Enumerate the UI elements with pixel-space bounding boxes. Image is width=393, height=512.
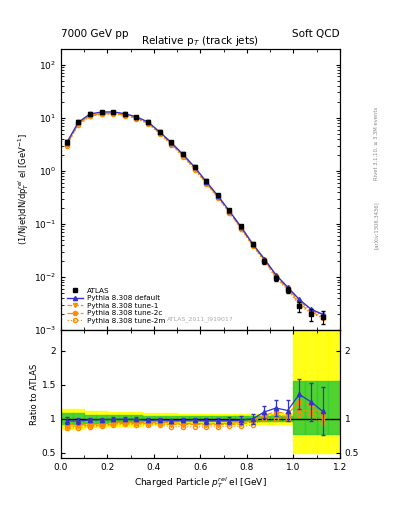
Text: ATLAS_2011_I919017: ATLAS_2011_I919017 (167, 316, 234, 322)
Y-axis label: Ratio to ATLAS: Ratio to ATLAS (30, 364, 39, 425)
Legend: ATLAS, Pythia 8.308 default, Pythia 8.308 tune-1, Pythia 8.308 tune-2c, Pythia 8: ATLAS, Pythia 8.308 default, Pythia 8.30… (64, 285, 168, 327)
Text: Rivet 3.1.10, ≥ 3.3M events: Rivet 3.1.10, ≥ 3.3M events (374, 106, 379, 180)
Title: Relative p$_{T}$ (track jets): Relative p$_{T}$ (track jets) (141, 34, 259, 49)
Text: Soft QCD: Soft QCD (292, 29, 340, 39)
Text: [arXiv:1306.3436]: [arXiv:1306.3436] (374, 201, 379, 249)
X-axis label: Charged Particle $p^{rel}_{T}$ el [GeV]: Charged Particle $p^{rel}_{T}$ el [GeV] (134, 475, 267, 490)
Text: 7000 GeV pp: 7000 GeV pp (61, 29, 129, 39)
Y-axis label: (1/Njet)dN/dp$^{rel}_{T}$ el [GeV$^{-1}$]: (1/Njet)dN/dp$^{rel}_{T}$ el [GeV$^{-1}$… (16, 134, 31, 245)
